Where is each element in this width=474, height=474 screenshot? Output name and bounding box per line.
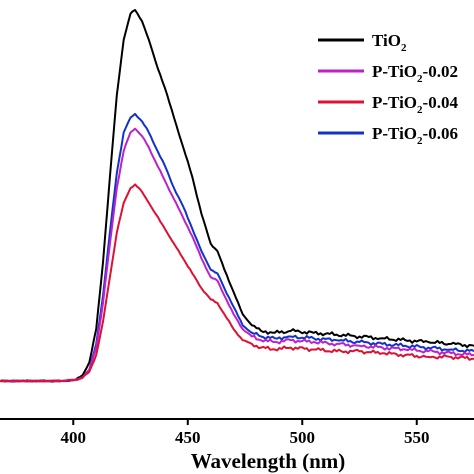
series-line-2 [0, 183, 474, 383]
x-axis-ticks: 400 450 500 550 [61, 419, 430, 447]
x-tick-label: 550 [404, 428, 430, 447]
legend-label: P-TiO2-0.04 [372, 93, 458, 116]
x-axis-title: Wavelength (nm) [191, 449, 346, 473]
x-tick-label: 450 [175, 428, 201, 447]
x-tick-label: 400 [61, 428, 87, 447]
legend-label: P-TiO2-0.02 [372, 62, 458, 85]
series-lines [0, 9, 474, 383]
series-line-1 [0, 127, 474, 383]
plot-area: 400 450 500 550 [0, 9, 474, 447]
x-tick-label: 500 [290, 428, 316, 447]
legend-label: TiO2 [372, 31, 407, 54]
legend: TiO2 P-TiO2-0.02 P-TiO2-0.04 P-TiO2-0.06 [318, 31, 458, 147]
legend-label: P-TiO2-0.06 [372, 124, 458, 147]
series-line-3 [0, 112, 474, 383]
